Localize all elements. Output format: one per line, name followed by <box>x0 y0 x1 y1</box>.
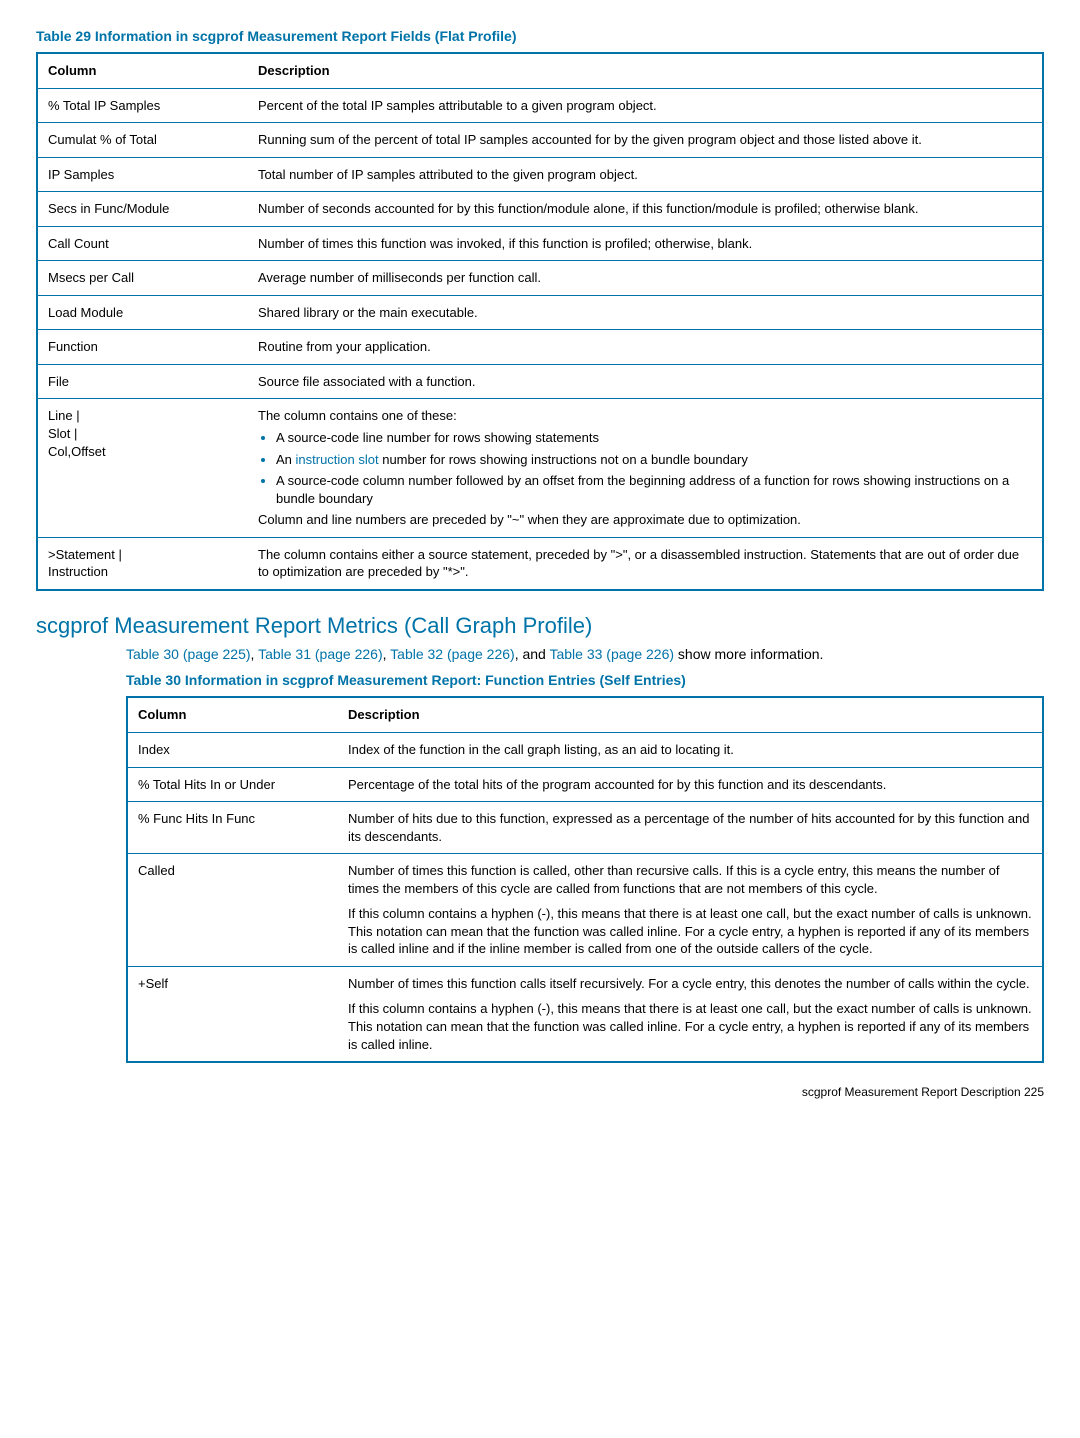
text: show more information. <box>674 646 823 662</box>
cell-col: Msecs per Call <box>37 261 248 296</box>
table29: Column Description % Total IP SamplesPer… <box>36 52 1044 591</box>
para: Number of times this function calls itse… <box>348 975 1032 993</box>
table-row: FileSource file associated with a functi… <box>37 364 1043 399</box>
header-description: Description <box>338 697 1043 732</box>
cell-col: Call Count <box>37 226 248 261</box>
cell-col: +Self <box>127 966 338 1062</box>
table-row: Cumulat % of TotalRunning sum of the per… <box>37 123 1043 158</box>
cell-desc: The column contains one of these: A sour… <box>248 399 1043 537</box>
cell-col: Function <box>37 330 248 365</box>
header-description: Description <box>248 53 1043 88</box>
bullet-list: A source-code line number for rows showi… <box>258 429 1032 507</box>
header-column: Column <box>127 697 338 732</box>
para: Number of times this function is called,… <box>348 862 1032 897</box>
cell-col: Cumulat % of Total <box>37 123 248 158</box>
table-row: % Total Hits In or UnderPercentage of th… <box>127 767 1043 802</box>
table30: Column Description IndexIndex of the fun… <box>126 696 1044 1063</box>
cell-desc: The column contains either a source stat… <box>248 537 1043 590</box>
table33-link[interactable]: Table 33 (page 226) <box>549 646 674 662</box>
header-column: Column <box>37 53 248 88</box>
intro-text: The column contains one of these: <box>258 408 457 423</box>
table-row: >Statement | InstructionThe column conta… <box>37 537 1043 590</box>
text: , and <box>515 646 550 662</box>
table30-title: Table 30 Information in scgprof Measurem… <box>126 672 1044 688</box>
text: number for rows showing instructions not… <box>379 452 748 467</box>
cell-desc: Percent of the total IP samples attribut… <box>248 88 1043 123</box>
cell-desc: Index of the function in the call graph … <box>338 732 1043 767</box>
table-row: IP SamplesTotal number of IP samples att… <box>37 157 1043 192</box>
cell-col: % Total Hits In or Under <box>127 767 338 802</box>
table-row: Line | Slot | Col,Offset The column cont… <box>37 399 1043 537</box>
table-row: Call CountNumber of times this function … <box>37 226 1043 261</box>
para: If this column contains a hyphen (-), th… <box>348 905 1032 958</box>
cell-col: Called <box>127 854 338 967</box>
list-item: An instruction slot number for rows show… <box>276 451 1032 469</box>
para: If this column contains a hyphen (-), th… <box>348 1000 1032 1053</box>
cell-col: Load Module <box>37 295 248 330</box>
cell-col: Secs in Func/Module <box>37 192 248 227</box>
outro-text: Column and line numbers are preceded by … <box>258 511 1032 529</box>
table-row: Called Number of times this function is … <box>127 854 1043 967</box>
cell-desc: Number of times this function was invoke… <box>248 226 1043 261</box>
text: , <box>251 646 259 662</box>
cell-desc: Shared library or the main executable. <box>248 295 1043 330</box>
table-header-row: Column Description <box>127 697 1043 732</box>
cell-desc: Source file associated with a function. <box>248 364 1043 399</box>
table-row: Secs in Func/ModuleNumber of seconds acc… <box>37 192 1043 227</box>
table-row: % Total IP SamplesPercent of the total I… <box>37 88 1043 123</box>
section-heading: scgprof Measurement Report Metrics (Call… <box>36 613 1044 639</box>
table-row: IndexIndex of the function in the call g… <box>127 732 1043 767</box>
table-row: Load ModuleShared library or the main ex… <box>37 295 1043 330</box>
cell-desc: Total number of IP samples attributed to… <box>248 157 1043 192</box>
section-paragraph: Table 30 (page 225), Table 31 (page 226)… <box>126 645 1044 665</box>
table-header-row: Column Description <box>37 53 1043 88</box>
table29-title: Table 29 Information in scgprof Measurem… <box>36 28 1044 44</box>
table30-link[interactable]: Table 30 (page 225) <box>126 646 251 662</box>
cell-desc: Running sum of the percent of total IP s… <box>248 123 1043 158</box>
cell-col: File <box>37 364 248 399</box>
table-row: % Func Hits In FuncNumber of hits due to… <box>127 802 1043 854</box>
cell-col: Index <box>127 732 338 767</box>
cell-col: % Total IP Samples <box>37 88 248 123</box>
cell-col: % Func Hits In Func <box>127 802 338 854</box>
list-item: A source-code column number followed by … <box>276 472 1032 507</box>
page-footer: scgprof Measurement Report Description 2… <box>36 1085 1044 1099</box>
table32-link[interactable]: Table 32 (page 226) <box>390 646 515 662</box>
cell-desc: Number of times this function is called,… <box>338 854 1043 967</box>
cell-col: >Statement | Instruction <box>37 537 248 590</box>
text: An <box>276 452 296 467</box>
cell-col: IP Samples <box>37 157 248 192</box>
table-row: FunctionRoutine from your application. <box>37 330 1043 365</box>
cell-desc: Percentage of the total hits of the prog… <box>338 767 1043 802</box>
table-row: +Self Number of times this function call… <box>127 966 1043 1062</box>
cell-desc: Average number of milliseconds per funct… <box>248 261 1043 296</box>
list-item: A source-code line number for rows showi… <box>276 429 1032 447</box>
table-row: Msecs per CallAverage number of millisec… <box>37 261 1043 296</box>
cell-desc: Number of times this function calls itse… <box>338 966 1043 1062</box>
table31-link[interactable]: Table 31 (page 226) <box>258 646 383 662</box>
cell-desc: Number of seconds accounted for by this … <box>248 192 1043 227</box>
instruction-slot-link[interactable]: instruction slot <box>296 452 379 467</box>
cell-desc: Routine from your application. <box>248 330 1043 365</box>
cell-col: Line | Slot | Col,Offset <box>37 399 248 537</box>
cell-desc: Number of hits due to this function, exp… <box>338 802 1043 854</box>
